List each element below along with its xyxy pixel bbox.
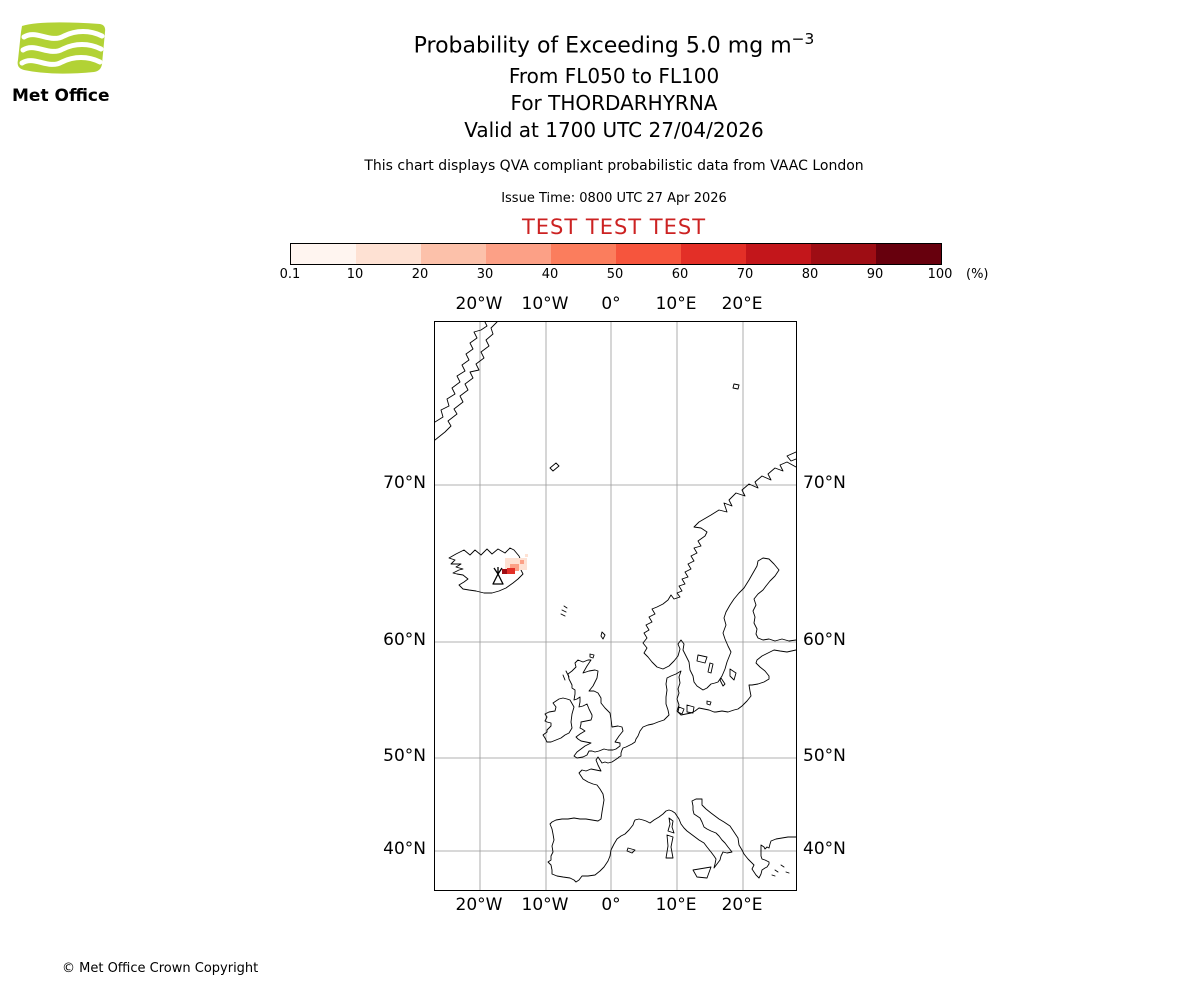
coastline-small-islands <box>549 383 790 879</box>
colorbar-segment <box>876 244 941 264</box>
colorbar-tick: 10 <box>346 267 364 282</box>
colorbar-segment <box>291 244 356 264</box>
colorbar-segment <box>616 244 681 264</box>
coastline-mainland-europe <box>547 649 796 883</box>
lat-label-right: 40°N <box>803 839 846 859</box>
lat-label-right: 60°N <box>803 630 846 650</box>
coastlines <box>435 322 796 883</box>
lon-label-top: 20°E <box>721 294 763 314</box>
lon-label-bottom: 10°E <box>655 895 697 915</box>
colorbar-tick: 40 <box>541 267 559 282</box>
graticule-grid <box>435 322 796 890</box>
lon-label-bottom: 20°E <box>721 895 763 915</box>
colorbar-segment <box>421 244 486 264</box>
lon-label-top: 10°W <box>521 294 569 314</box>
colorbar-segment <box>681 244 746 264</box>
colorbar-unit-label: (%) <box>966 267 989 282</box>
copyright-notice: © Met Office Crown Copyright <box>62 961 259 976</box>
coastline-scandinavia <box>642 461 796 691</box>
colorbar-tick: 0.1 <box>279 267 301 282</box>
probability-contours <box>502 554 528 574</box>
subtitle-valid-time: Valid at 1700 UTC 27/04/2026 <box>464 118 764 142</box>
lat-label-left: 50°N <box>383 746 426 766</box>
lon-label-bottom: 20°W <box>455 895 503 915</box>
colorbar-segment <box>356 244 421 264</box>
probability-colorbar <box>290 243 942 265</box>
title-exponent: −3 <box>791 30 815 48</box>
lon-label-top: 10°E <box>655 294 697 314</box>
title-main: Probability of Exceeding 5.0 mg m <box>413 33 792 59</box>
colorbar-tick: 80 <box>801 267 819 282</box>
coastline-great-britain <box>567 659 624 759</box>
colorbar-tick: 70 <box>736 267 754 282</box>
lon-label-bottom: 10°W <box>521 895 569 915</box>
coastline-varanger <box>786 451 796 462</box>
colorbar-segment <box>486 244 551 264</box>
lat-label-right: 50°N <box>803 746 846 766</box>
coastline-greenland <box>435 322 488 423</box>
met-office-logo: Met Office <box>12 20 122 106</box>
colorbar-segment <box>811 244 876 264</box>
lat-label-right: 70°N <box>803 473 846 493</box>
lon-label-bottom: 0° <box>601 895 621 915</box>
lat-label-left: 40°N <box>383 839 426 859</box>
subtitle-volcano: For THORDARHYRNA <box>510 91 718 115</box>
page-title: Probability of Exceeding 5.0 mg m−3 <box>28 30 1200 58</box>
coastline-greenland-inner <box>435 322 498 441</box>
coastline-iceland <box>448 547 524 594</box>
subtitle-flight-levels: From FL050 to FL100 <box>508 64 720 88</box>
colorbar-tick: 30 <box>476 267 494 282</box>
colorbar-tick: 60 <box>671 267 689 282</box>
coastline-ireland <box>542 697 575 743</box>
colorbar-tick: 20 <box>411 267 429 282</box>
lat-label-left: 70°N <box>383 473 426 493</box>
logo-mark <box>17 22 106 74</box>
map-panel <box>434 321 797 891</box>
colorbar-segment <box>746 244 811 264</box>
colorbar-tick: 50 <box>606 267 624 282</box>
colorbar-tick: 100 <box>927 267 953 282</box>
issue-time: Issue Time: 0800 UTC 27 Apr 2026 <box>501 191 727 206</box>
qva-note: This chart displays QVA compliant probab… <box>364 158 864 174</box>
colorbar-tick: 90 <box>866 267 884 282</box>
colorbar-segment <box>551 244 616 264</box>
logo-waves <box>19 29 105 67</box>
volcano-marker <box>492 567 504 585</box>
lat-label-left: 60°N <box>383 630 426 650</box>
lon-label-top: 20°W <box>455 294 503 314</box>
test-banner: TEST TEST TEST <box>521 215 707 239</box>
lon-label-top: 0° <box>601 294 621 314</box>
map-svg <box>435 322 796 890</box>
logo-wordmark: Met Office <box>12 86 110 106</box>
